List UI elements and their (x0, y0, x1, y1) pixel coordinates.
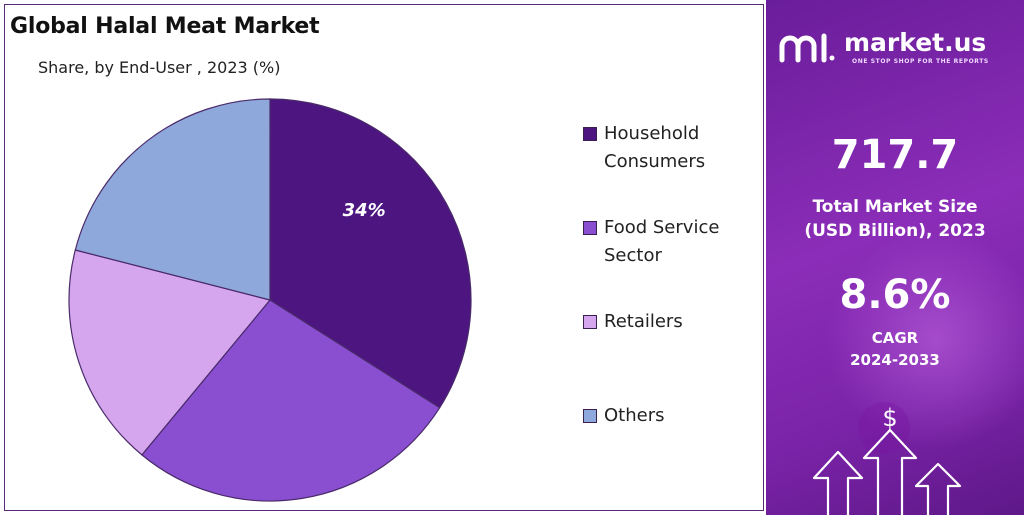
market-us-logo-icon (779, 33, 835, 63)
market-size-label-line2: (USD Billion), 2023 (804, 221, 986, 241)
legend-swatch-household-consumers (583, 127, 597, 141)
legend-label-others: Others (604, 405, 665, 426)
pie-slice-others[interactable] (74, 98, 271, 301)
pie-slice-household-consumers[interactable] (269, 98, 472, 409)
legend-swatch-others (583, 409, 597, 423)
cagr-value: 8.6% (839, 272, 951, 318)
legend-swatch-food-service-sector (583, 221, 597, 235)
legend-label-food-service-sector: Food Service Sector (604, 217, 720, 266)
legend-swatch-retailers (583, 315, 597, 329)
market-size-value: 717.7 (831, 132, 959, 178)
summary-panel: market.us ONE STOP SHOP FOR THE REPORTS … (766, 0, 1024, 515)
pie-slice-food-service-sector[interactable] (141, 299, 441, 502)
panel-glow (826, 230, 1024, 450)
growth-arrows-icon: $ (812, 402, 962, 515)
dollar-icon: $ (882, 404, 897, 432)
brand-tagline: ONE STOP SHOP FOR THE REPORTS (852, 58, 989, 65)
pie-slice-retailers[interactable] (68, 249, 272, 456)
pie-data-label-household-consumers: 34% (343, 200, 386, 221)
cagr-label-line1: CAGR (871, 329, 919, 347)
market-size-label-line1: Total Market Size (812, 197, 978, 217)
chart-subtitle: Share, by End-User , 2023 (%) (38, 58, 281, 77)
pie-chart: 34% (68, 98, 472, 502)
brand-logo[interactable]: market.us ONE STOP SHOP FOR THE REPORTS (778, 28, 1018, 68)
brand-name: market.us (844, 28, 987, 57)
legend-label-household-consumers: Household Consumers (604, 123, 706, 172)
legend-label-retailers: Retailers (604, 311, 683, 332)
chart-title: Global Halal Meat Market (10, 14, 320, 39)
cagr-label-line2: 2024-2033 (850, 351, 940, 369)
